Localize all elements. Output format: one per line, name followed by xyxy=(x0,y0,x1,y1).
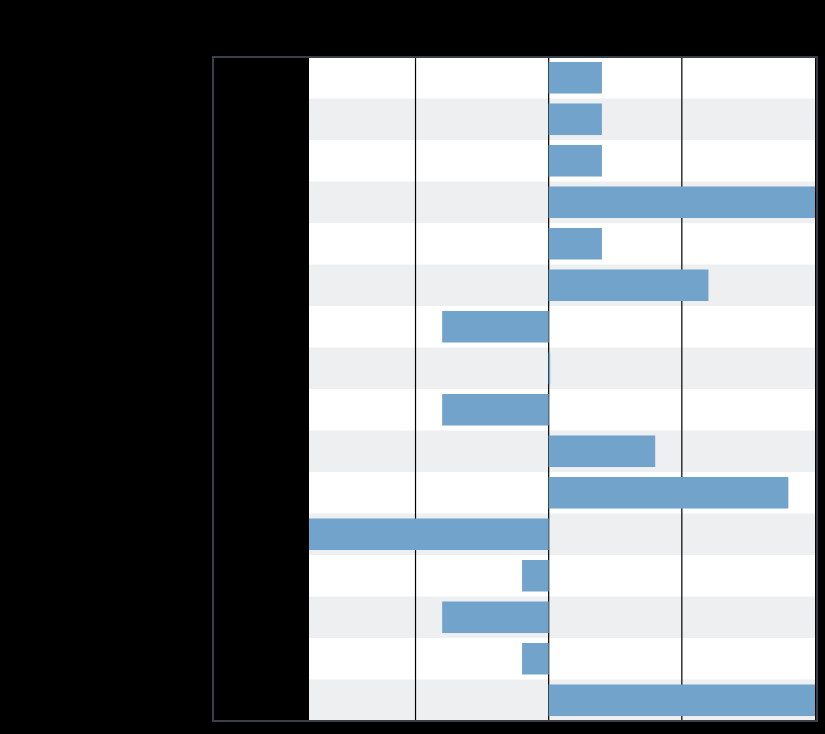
bar xyxy=(548,269,709,302)
bar xyxy=(548,684,815,717)
row-stripe xyxy=(309,596,815,638)
bar xyxy=(442,601,549,634)
bar xyxy=(548,186,815,219)
bar xyxy=(442,393,549,426)
bar xyxy=(522,559,549,592)
plot-frame xyxy=(212,56,818,722)
bar xyxy=(548,352,551,385)
bar xyxy=(548,227,602,260)
row-stripe xyxy=(309,347,815,389)
row-stripe xyxy=(309,389,815,431)
bar xyxy=(548,476,789,509)
bar xyxy=(548,144,602,177)
bar xyxy=(548,435,656,468)
bar xyxy=(548,61,602,94)
row-stripe xyxy=(309,638,815,680)
row-stripe xyxy=(309,306,815,348)
bar xyxy=(309,518,549,551)
bars xyxy=(309,61,815,717)
bar xyxy=(522,642,549,675)
label-area-panel xyxy=(213,57,309,721)
bar xyxy=(548,103,602,136)
bar xyxy=(442,310,549,343)
row-stripe xyxy=(309,555,815,597)
